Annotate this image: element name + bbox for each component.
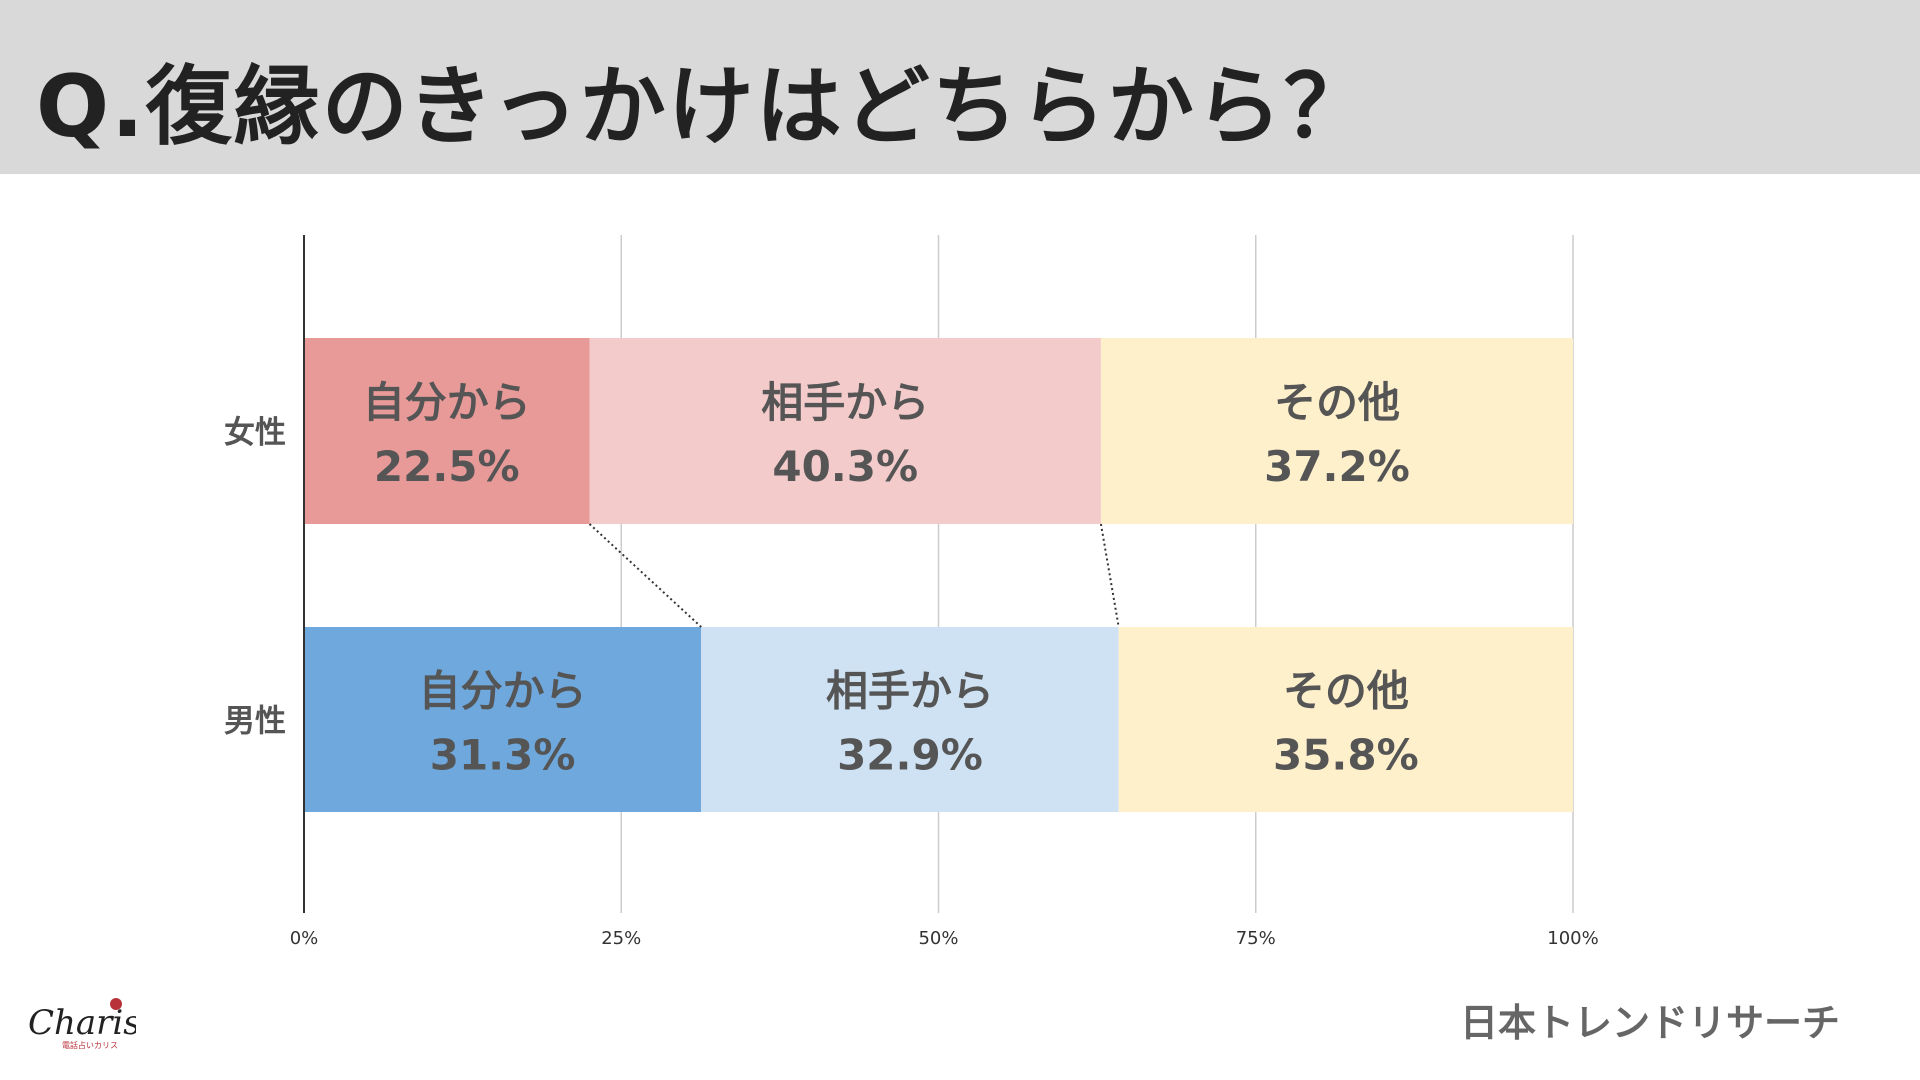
bar-segment [701,627,1119,812]
flower-icon [110,998,122,1010]
connector-line [1099,523,1120,628]
segment-name-label: 自分から [419,667,587,716]
x-tick-label: 25% [601,928,641,949]
bar-segment [1118,627,1573,812]
segment-name-label: 相手から [826,667,994,716]
header-bar: Q.復縁のきっかけはどちらから？ [0,0,1920,174]
bar-segment [304,338,590,524]
page-title: Q.復縁のきっかけはどちらから？ [36,57,1372,157]
segment-name-label: その他 [1283,667,1409,716]
charis-logo: Charis 電話占いカリス [26,996,141,1060]
x-tick-label: 75% [1236,928,1276,949]
segment-value-label: 32.9% [837,731,983,780]
segment-value-label: 37.2% [1264,442,1410,491]
source-label: 日本トレンドリサーチ [1459,1001,1840,1045]
segment-name-label: その他 [1274,378,1400,427]
segment-value-label: 40.3% [772,442,918,491]
x-tick-label: 100% [1547,928,1598,949]
connector-line [588,523,702,628]
bar-segment [589,338,1101,524]
bar-segment [304,627,702,812]
category-label: 男性 [224,704,286,740]
category-label: 女性 [224,415,286,451]
segment-name-label: 自分から [363,378,531,427]
x-tick-label: 50% [918,928,958,949]
bar-segment [1100,338,1573,524]
logo-subtext: 電話占いカリス [62,1040,118,1050]
segment-value-label: 35.8% [1273,731,1419,780]
x-tick-label: 0% [290,928,319,949]
segment-value-label: 31.3% [430,731,576,780]
segment-value-label: 22.5% [374,442,520,491]
segment-name-label: 相手から [761,378,929,427]
logo-text: Charis [28,1003,136,1043]
